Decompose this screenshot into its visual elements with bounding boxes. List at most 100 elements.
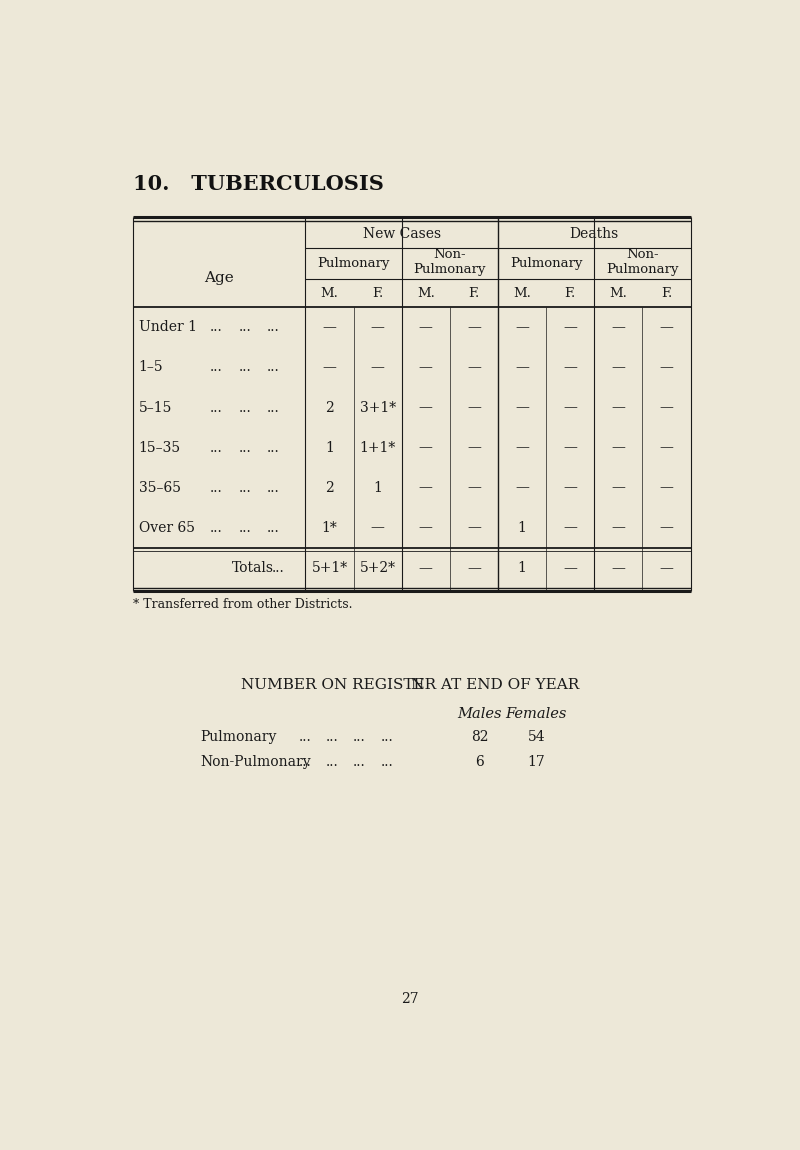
Text: —: —: [467, 481, 481, 494]
Text: —: —: [515, 321, 529, 335]
Text: —: —: [515, 481, 529, 494]
Text: ...: ...: [326, 730, 339, 744]
Text: —: —: [515, 360, 529, 375]
Text: Females: Females: [506, 707, 567, 721]
Text: 27: 27: [401, 991, 419, 1006]
Text: —: —: [467, 440, 481, 454]
Text: —: —: [659, 521, 674, 535]
Text: ...: ...: [238, 440, 251, 454]
Text: NUMBER ON REGISTER AT END OF YEAR: NUMBER ON REGISTER AT END OF YEAR: [241, 677, 579, 691]
Text: —: —: [370, 360, 385, 375]
Text: —: —: [563, 561, 577, 575]
Text: ...: ...: [267, 321, 280, 335]
Text: N: N: [410, 677, 423, 691]
Text: Over 65: Over 65: [138, 521, 194, 535]
Text: —: —: [611, 400, 626, 414]
Text: ...: ...: [210, 360, 222, 375]
Text: 1: 1: [518, 561, 526, 575]
Text: ...: ...: [267, 481, 280, 494]
Text: —: —: [322, 321, 336, 335]
Text: —: —: [467, 561, 481, 575]
Text: —: —: [611, 481, 626, 494]
Text: —: —: [467, 321, 481, 335]
Text: ...: ...: [267, 521, 280, 535]
Text: ...: ...: [210, 400, 222, 414]
Text: —: —: [659, 321, 674, 335]
Text: ...: ...: [210, 481, 222, 494]
Text: 5–15: 5–15: [138, 400, 172, 414]
Text: 1*: 1*: [322, 521, 338, 535]
Text: F.: F.: [661, 286, 672, 300]
Text: ...: ...: [354, 730, 366, 744]
Text: ...: ...: [299, 730, 312, 744]
Text: 5+2*: 5+2*: [359, 561, 395, 575]
Text: ...: ...: [354, 754, 366, 768]
Text: —: —: [467, 360, 481, 375]
Text: —: —: [611, 321, 626, 335]
Text: 1–5: 1–5: [138, 360, 163, 375]
Text: ...: ...: [238, 360, 251, 375]
Text: —: —: [467, 400, 481, 414]
Text: ...: ...: [238, 521, 251, 535]
Text: —: —: [563, 360, 577, 375]
Text: —: —: [419, 321, 433, 335]
Text: Non-
Pulmonary: Non- Pulmonary: [606, 248, 678, 276]
Text: ...: ...: [272, 561, 285, 575]
Text: ...: ...: [267, 440, 280, 454]
Text: —: —: [370, 321, 385, 335]
Text: —: —: [515, 400, 529, 414]
Text: 1: 1: [373, 481, 382, 494]
Text: M.: M.: [610, 286, 627, 300]
Text: Under 1: Under 1: [138, 321, 197, 335]
Text: ...: ...: [326, 754, 339, 768]
Text: Pulmonary: Pulmonary: [510, 256, 582, 270]
Text: 1+1*: 1+1*: [359, 440, 396, 454]
Text: 2: 2: [325, 481, 334, 494]
Text: —: —: [659, 481, 674, 494]
Text: ...: ...: [267, 360, 280, 375]
Text: —: —: [419, 440, 433, 454]
Text: 2: 2: [325, 400, 334, 414]
Text: —: —: [467, 521, 481, 535]
Text: 3+1*: 3+1*: [359, 400, 396, 414]
Text: Totals: Totals: [232, 561, 274, 575]
Text: —: —: [611, 440, 626, 454]
Text: —: —: [563, 400, 577, 414]
Text: —: —: [611, 360, 626, 375]
Text: ...: ...: [210, 321, 222, 335]
Text: Deaths: Deaths: [570, 228, 619, 242]
Text: ...: ...: [210, 440, 222, 454]
Text: Pulmonary: Pulmonary: [201, 730, 277, 744]
Text: ...: ...: [380, 754, 393, 768]
Text: ...: ...: [299, 754, 312, 768]
Text: New Cases: New Cases: [362, 228, 441, 242]
Text: F.: F.: [565, 286, 576, 300]
Text: —: —: [563, 521, 577, 535]
Text: —: —: [419, 400, 433, 414]
Text: —: —: [419, 360, 433, 375]
Text: ...: ...: [380, 730, 393, 744]
Text: F.: F.: [468, 286, 479, 300]
Text: * Transferred from other Districts.: * Transferred from other Districts.: [133, 598, 352, 611]
Text: —: —: [659, 360, 674, 375]
Text: 35–65: 35–65: [138, 481, 181, 494]
Text: —: —: [322, 360, 336, 375]
Text: M.: M.: [321, 286, 338, 300]
Text: Age: Age: [204, 270, 234, 285]
Text: 15–35: 15–35: [138, 440, 181, 454]
Text: —: —: [563, 481, 577, 494]
Text: —: —: [563, 321, 577, 335]
Text: 5+1*: 5+1*: [311, 561, 347, 575]
Text: 82: 82: [471, 730, 489, 744]
Text: —: —: [659, 400, 674, 414]
Text: ...: ...: [210, 521, 222, 535]
Text: —: —: [419, 481, 433, 494]
Text: Males: Males: [458, 707, 502, 721]
Text: 17: 17: [527, 754, 546, 768]
Text: 10.   TUBERCULOSIS: 10. TUBERCULOSIS: [133, 174, 383, 194]
Text: 1: 1: [518, 521, 526, 535]
Text: 6: 6: [475, 754, 484, 768]
Text: —: —: [515, 440, 529, 454]
Text: ...: ...: [238, 481, 251, 494]
Text: 1: 1: [325, 440, 334, 454]
